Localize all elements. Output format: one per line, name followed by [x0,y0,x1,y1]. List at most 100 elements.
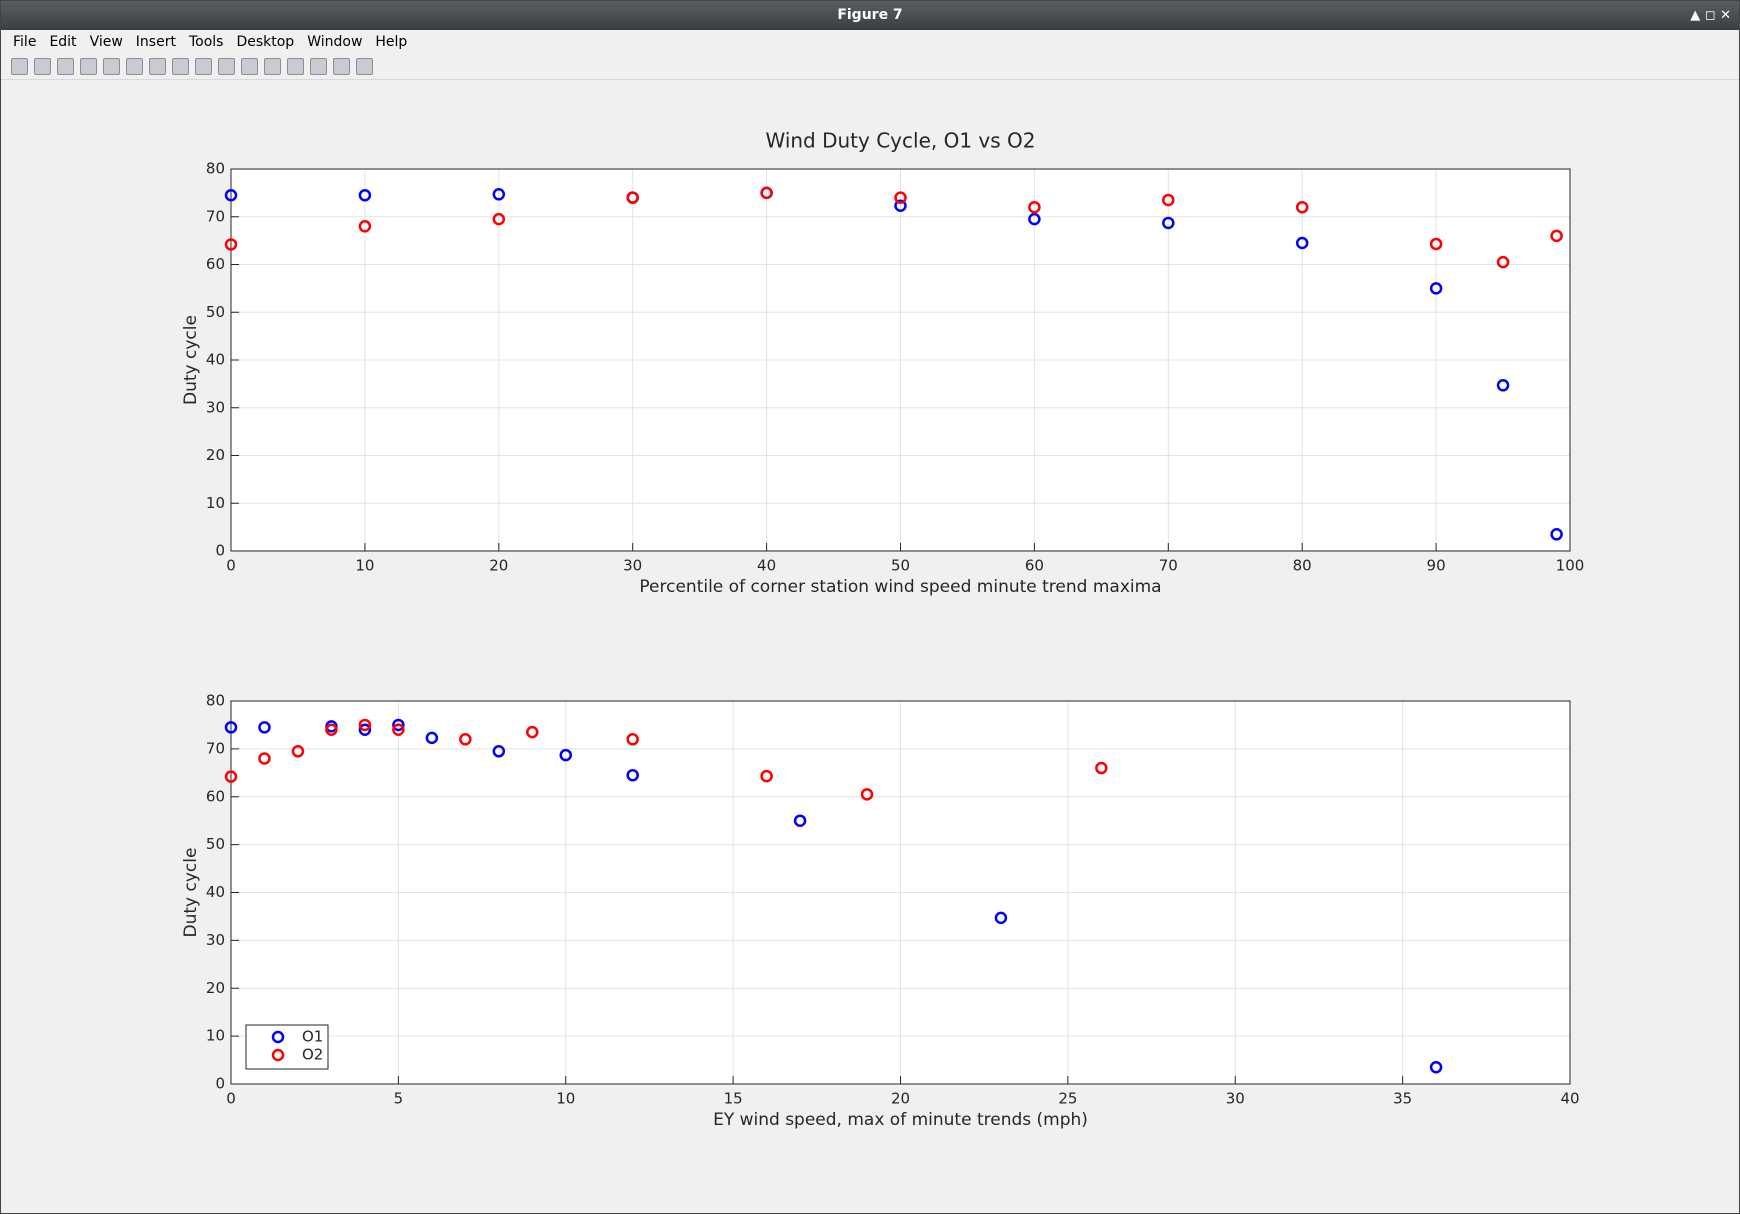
tool-zoom-out[interactable] [149,57,166,75]
legend-box [245,1024,329,1070]
tool-save[interactable] [57,57,74,75]
data-point [860,788,874,801]
data-point [1550,229,1563,243]
data-point [392,718,405,732]
tool-pan[interactable] [172,57,189,75]
data-point [626,191,639,204]
data-point [224,189,238,202]
x-tick-label: 80 [1293,557,1312,575]
data-point [358,189,372,202]
axes-frame [230,168,1571,552]
y-tick-label: 20 [206,446,225,464]
data-point [1550,528,1563,541]
x-tick-label: 90 [1427,557,1446,575]
y-axis-label: Duty cycle [181,848,201,938]
x-tick-label: 60 [1025,557,1044,575]
data-point [1496,255,1510,269]
tool-zoom-in[interactable] [126,57,143,75]
menu-item[interactable]: Edit [49,34,77,50]
x-tick-label: 70 [1159,557,1178,575]
data-point [1429,1060,1443,1074]
data-point [358,723,372,736]
x-tick-label: 100 [1556,557,1585,575]
chart-title: Wind Duty Cycle, O1 vs O2 [765,129,1035,153]
menu-item[interactable]: Tools [188,34,224,50]
y-tick-label: 40 [206,883,225,901]
menu-item[interactable]: Help [375,34,408,50]
menu-item[interactable]: View [89,34,123,50]
x-tick-label: 5 [394,1090,404,1108]
tool-open[interactable] [34,57,51,75]
tool-brush[interactable] [241,57,258,75]
data-point [258,752,271,765]
data-point [224,770,238,783]
data-point [760,186,773,200]
data-point [291,745,305,758]
data-point [894,199,907,213]
data-point [1496,379,1510,392]
legend-label: O2 [302,1046,323,1064]
y-tick-label: 60 [206,787,225,805]
data-point [492,212,506,226]
legend-marker [271,1030,285,1044]
data-point [760,769,773,783]
y-tick-label: 10 [206,1027,225,1045]
menu-item[interactable]: File [13,34,37,50]
y-tick-label: 70 [206,739,225,757]
tool-rotate[interactable] [195,57,212,75]
tool-link[interactable] [264,57,281,75]
y-axis-label: Duty cycle [181,315,201,405]
data-point [1295,200,1309,214]
x-tick-label: 30 [1226,1090,1245,1108]
toolbar [1,53,1739,80]
x-tick-label: 25 [1058,1090,1077,1108]
tool-print[interactable] [80,57,97,75]
data-point [894,191,907,204]
x-tick-label: 10 [355,557,374,575]
y-tick-label: 0 [215,542,225,560]
data-point [1295,236,1309,250]
data-point [492,188,506,201]
data-point [1028,200,1041,214]
y-tick-label: 80 [206,160,225,178]
data-point [626,768,639,782]
menu-item[interactable]: Window [307,34,363,50]
data-point [994,911,1008,925]
data-point [459,733,472,746]
data-point [793,814,807,827]
data-point [559,748,572,762]
tool-select[interactable] [103,57,120,75]
y-tick-label: 80 [206,692,225,710]
data-point [392,723,405,736]
data-point [1429,282,1443,295]
data-point [258,721,271,734]
tool-legend[interactable] [310,57,327,75]
y-tick-label: 30 [206,398,225,416]
window-controls[interactable]: ▲ ◻ ✕ [1690,8,1731,23]
tool-datacursor[interactable] [218,57,235,75]
data-point [1162,193,1175,207]
x-tick-label: 15 [724,1090,743,1108]
tool-hide[interactable] [333,57,350,75]
data-point [325,723,338,736]
legend-label: O1 [302,1028,323,1046]
y-tick-label: 50 [206,303,225,321]
data-point [626,733,639,746]
y-tick-label: 60 [206,255,225,273]
x-axis-label: EY wind speed, max of minute trends (mph… [713,1110,1088,1130]
y-tick-label: 40 [206,351,225,369]
y-tick-label: 0 [215,1075,225,1093]
x-tick-label: 40 [1560,1090,1579,1108]
window-title: Figure 7 [837,7,903,23]
y-tick-label: 20 [206,979,225,997]
tool-new[interactable] [11,57,28,75]
y-tick-label: 10 [206,494,225,512]
tool-show[interactable] [356,57,373,75]
menu-item[interactable]: Insert [135,34,176,50]
x-tick-label: 20 [891,1090,910,1108]
menu-item[interactable]: Desktop [236,34,295,50]
tool-colorbar[interactable] [287,57,304,75]
data-point [1162,216,1175,230]
x-tick-label: 30 [623,557,642,575]
menu-bar: File Edit View Insert Tools Desktop Window Help [1,31,1739,53]
